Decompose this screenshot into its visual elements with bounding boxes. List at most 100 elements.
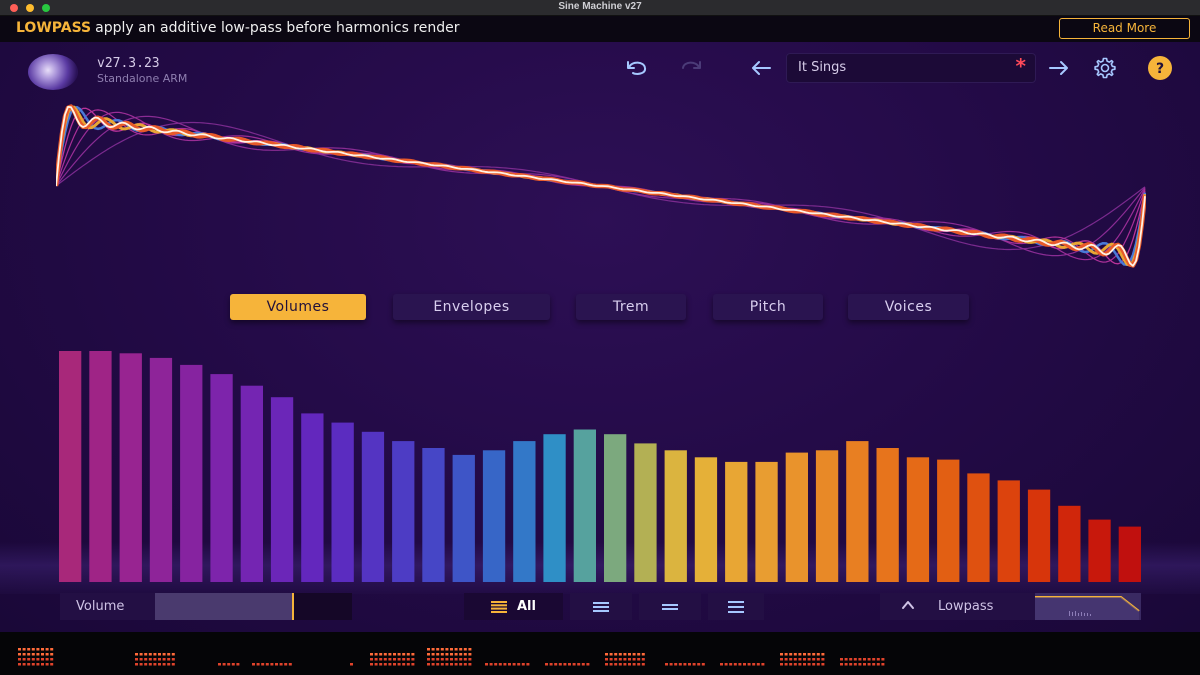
undo-button[interactable]	[622, 55, 652, 81]
volume-slider-handle[interactable]	[291, 593, 294, 620]
harmonic-bar[interactable]	[1088, 519, 1111, 582]
harmonic-bar[interactable]	[1118, 526, 1141, 582]
harmonic-bar[interactable]	[59, 351, 82, 582]
harmonic-bar[interactable]	[240, 385, 263, 582]
meter-led	[22, 658, 26, 661]
meter-led	[436, 653, 440, 656]
meter-led	[512, 663, 516, 666]
harmonic-bar[interactable]	[422, 448, 445, 582]
view-all-button[interactable]: All	[464, 593, 563, 620]
view-stacked-rows-button[interactable]	[708, 593, 764, 620]
meter-led	[609, 653, 613, 656]
harmonic-bar[interactable]	[937, 459, 960, 582]
harmonic-bar[interactable]	[604, 434, 627, 582]
next-preset-button[interactable]	[1044, 55, 1074, 81]
meter-led	[463, 663, 467, 666]
meter-led	[227, 663, 231, 666]
harmonic-bar[interactable]	[392, 441, 415, 582]
meter-led	[821, 663, 825, 666]
volume-slider[interactable]	[155, 593, 352, 620]
meter-led	[397, 658, 401, 661]
meter-led	[374, 663, 378, 666]
meter-led	[379, 663, 383, 666]
meter-led	[568, 663, 571, 666]
harmonic-bar[interactable]	[149, 357, 173, 582]
harmonic-bar[interactable]	[906, 457, 930, 582]
read-more-button[interactable]: Read More	[1059, 18, 1190, 39]
meter-led	[393, 663, 396, 666]
meter-led	[31, 663, 35, 666]
harmonic-bar[interactable]	[119, 353, 142, 582]
meter-led	[374, 653, 378, 656]
meter-led	[784, 658, 788, 661]
redo-button[interactable]	[676, 55, 706, 81]
harmonic-bar[interactable]	[694, 457, 718, 582]
meter-led	[586, 663, 590, 666]
view-two-rows-button[interactable]	[639, 593, 701, 620]
meter-led	[789, 653, 793, 656]
close-window-icon[interactable]	[10, 4, 18, 12]
tab-volumes[interactable]: Volumes	[230, 294, 366, 320]
harmonic-bar[interactable]	[1058, 505, 1081, 582]
meter-led	[618, 653, 622, 656]
help-button[interactable]: ?	[1145, 55, 1175, 81]
meter-led	[450, 648, 453, 651]
meter-led	[816, 658, 820, 661]
harmonic-bar[interactable]	[634, 443, 657, 582]
meter-led	[22, 663, 26, 666]
meter-led	[218, 663, 221, 666]
harmonic-bar[interactable]	[452, 454, 475, 582]
harmonic-bar[interactable]	[331, 422, 354, 582]
meter-led	[411, 658, 415, 661]
tab-pitch[interactable]: Pitch	[713, 294, 823, 320]
meter-led	[816, 653, 820, 656]
arrow-left-icon	[752, 61, 771, 75]
harmonic-bar[interactable]	[301, 413, 324, 582]
harmonic-bar[interactable]	[967, 473, 990, 582]
tip-banner: LOWPASS apply an additive low-pass before…	[0, 16, 1200, 42]
waveform-trace	[56, 106, 1146, 267]
harmonic-bar[interactable]	[1027, 489, 1051, 582]
tab-voices[interactable]: Voices	[848, 294, 969, 320]
harmonic-bar[interactable]	[180, 364, 203, 582]
tab-trem[interactable]: Trem	[576, 294, 686, 320]
meter-led	[148, 663, 152, 666]
meter-led	[406, 663, 410, 666]
maximize-window-icon[interactable]	[42, 4, 50, 12]
view-three-rows-button[interactable]	[570, 593, 632, 620]
harmonic-bar[interactable]	[997, 480, 1020, 582]
harmonic-bar[interactable]	[513, 441, 536, 582]
settings-button[interactable]	[1090, 55, 1120, 81]
meter-led	[876, 658, 880, 661]
harmonic-bar[interactable]	[785, 452, 808, 582]
harmonic-bar[interactable]	[725, 461, 748, 582]
harmonic-bar[interactable]	[482, 450, 506, 582]
meter-led	[427, 648, 430, 651]
moon-logo-icon	[28, 54, 78, 90]
harmonic-bar[interactable]	[573, 429, 596, 583]
previous-preset-button[interactable]	[746, 55, 776, 81]
meter-led	[872, 663, 876, 666]
meter-led	[867, 658, 871, 661]
lowpass-toggle[interactable]: Lowpass	[880, 593, 1035, 620]
harmonic-bar[interactable]	[664, 450, 687, 582]
meter-led	[605, 663, 608, 666]
meter-led	[18, 663, 21, 666]
meter-led	[628, 658, 631, 661]
meter-led	[665, 663, 668, 666]
meter-led	[853, 658, 857, 661]
harmonic-bar[interactable]	[210, 374, 233, 582]
harmonic-bar[interactable]	[755, 461, 778, 582]
preset-selector[interactable]: It Sings *	[786, 53, 1036, 83]
meter-led	[849, 658, 853, 661]
tab-envelopes[interactable]: Envelopes	[393, 294, 550, 320]
harmonic-bar[interactable]	[361, 431, 385, 582]
harmonic-bar[interactable]	[270, 397, 294, 582]
harmonic-bar[interactable]	[846, 441, 869, 582]
harmonic-bar[interactable]	[543, 434, 566, 582]
minimize-window-icon[interactable]	[26, 4, 34, 12]
harmonic-bar[interactable]	[876, 448, 899, 582]
harmonic-bar[interactable]	[815, 450, 839, 582]
meter-led	[45, 658, 49, 661]
harmonic-bar[interactable]	[89, 351, 112, 582]
